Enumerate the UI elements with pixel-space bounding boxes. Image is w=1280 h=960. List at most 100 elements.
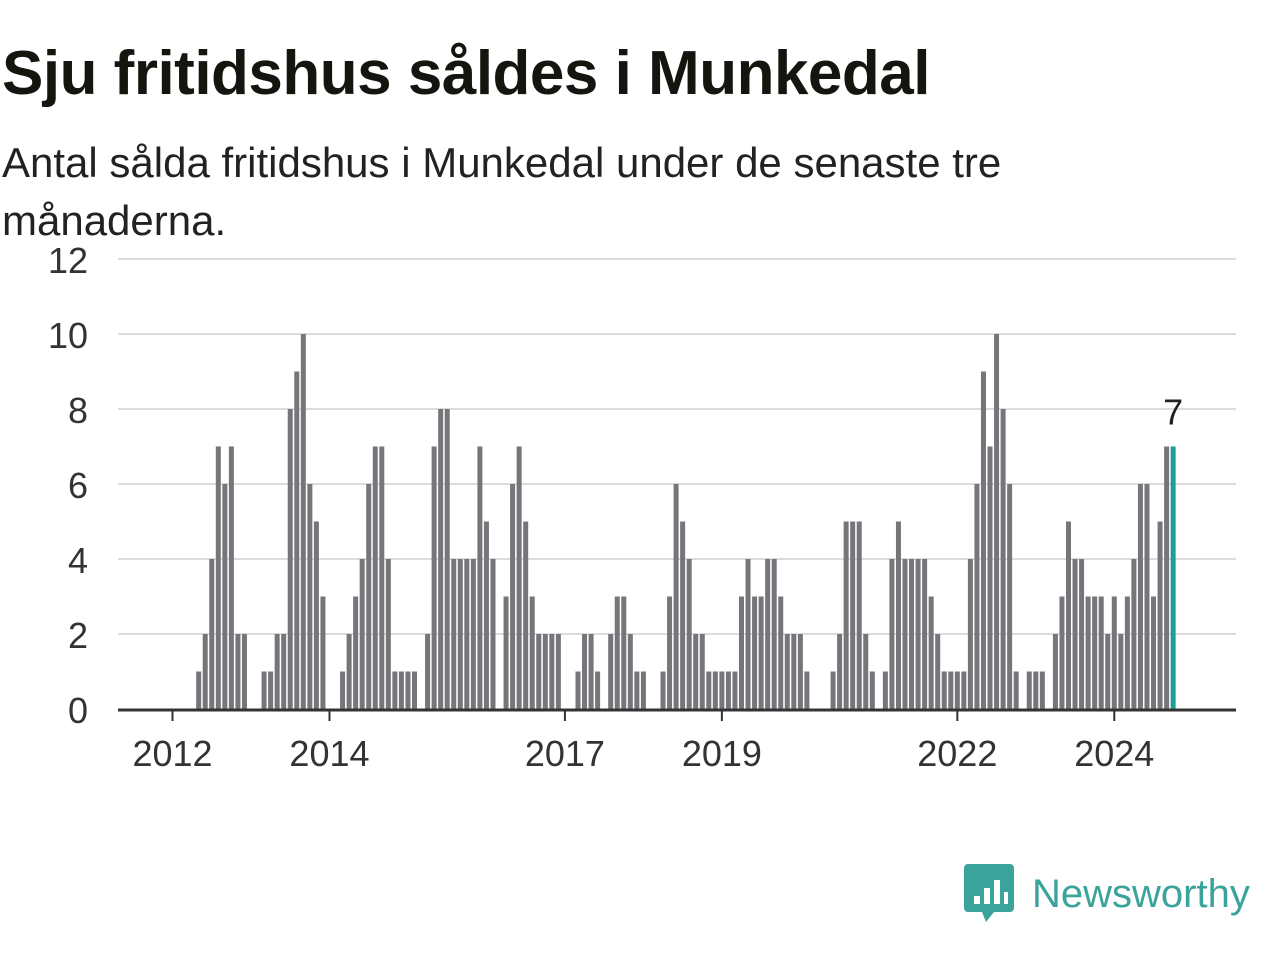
bar [392, 671, 398, 709]
bar [483, 521, 489, 709]
y-tick-label: 2 [68, 615, 88, 656]
bar [621, 596, 627, 709]
bar [902, 559, 908, 709]
bar [346, 634, 352, 709]
bar [1059, 596, 1065, 709]
x-tick-label: 2019 [682, 733, 762, 774]
bar [516, 446, 522, 709]
bar [464, 559, 470, 709]
bar [778, 596, 784, 709]
bar [438, 409, 444, 709]
bar [300, 334, 306, 709]
bar [719, 671, 725, 709]
bar [313, 521, 319, 709]
x-tick-label: 2024 [1074, 733, 1154, 774]
bar [444, 409, 450, 709]
bar [843, 521, 849, 709]
bar [353, 596, 359, 709]
bar [935, 634, 941, 709]
bar-chart-speech-bubble-icon [964, 864, 1014, 922]
bar [595, 671, 601, 709]
bar [1066, 521, 1071, 709]
bar [241, 634, 247, 709]
bar [287, 409, 293, 709]
bar [470, 559, 476, 709]
bar [575, 671, 581, 709]
bar [863, 634, 869, 709]
bar [1039, 671, 1045, 709]
bar [196, 671, 202, 709]
bar [1052, 634, 1058, 709]
bar [372, 446, 378, 709]
bar [268, 671, 274, 709]
bar [1131, 559, 1137, 709]
bar [882, 671, 888, 709]
bar [398, 671, 404, 709]
bar [1098, 596, 1104, 709]
bar [385, 559, 391, 709]
bar [608, 634, 614, 709]
bar [1033, 671, 1039, 709]
bar [1137, 484, 1143, 709]
bar [536, 634, 542, 709]
bar [954, 671, 960, 709]
bar [732, 671, 738, 709]
bar [510, 484, 516, 709]
bar [412, 671, 417, 709]
bar [797, 634, 803, 709]
bar [451, 559, 457, 709]
bar [693, 634, 699, 709]
bar [1157, 521, 1163, 709]
bar [359, 559, 365, 709]
bar [889, 559, 895, 709]
x-tick-label: 2014 [289, 733, 369, 774]
bar [588, 634, 594, 709]
bar [542, 634, 548, 709]
bar [895, 521, 901, 709]
bar [261, 671, 267, 709]
bar [477, 446, 483, 709]
bar [228, 446, 234, 709]
bar [922, 559, 928, 709]
bar [725, 671, 731, 709]
bar [549, 634, 555, 709]
bar [869, 671, 875, 709]
bar [307, 484, 313, 709]
bar [856, 521, 862, 709]
bar [791, 634, 797, 709]
bar [1111, 596, 1117, 709]
bar [680, 521, 686, 709]
bar [523, 521, 529, 709]
bar [1092, 596, 1098, 709]
bar [1124, 596, 1130, 709]
bar [640, 671, 646, 709]
y-axis-ticks: 0 2 4 6 8 10 12 [48, 240, 88, 731]
bar [673, 484, 679, 709]
x-axis-ticks: 2012 2014 2017 2019 2022 2024 [132, 710, 1154, 774]
y-tick-label: 4 [68, 540, 88, 581]
bar [1026, 671, 1032, 709]
bar [1000, 409, 1006, 709]
newsworthy-logo: Newsworthy [964, 864, 1250, 924]
bar [215, 446, 221, 709]
brand-name: Newsworthy [1032, 871, 1250, 916]
bar [994, 334, 1000, 709]
bar [980, 371, 986, 709]
x-tick-label: 2012 [132, 733, 212, 774]
bar [686, 559, 692, 709]
bar [941, 671, 947, 709]
bar [974, 484, 980, 709]
bar [555, 634, 561, 709]
bar [503, 596, 509, 709]
bar [745, 559, 751, 709]
bar [784, 634, 790, 709]
bar [850, 521, 856, 709]
bar [529, 596, 535, 709]
bar [909, 559, 915, 709]
bar [431, 446, 437, 709]
y-tick-label: 10 [48, 315, 88, 356]
bar [405, 671, 411, 709]
y-tick-label: 12 [48, 240, 88, 281]
bar [699, 634, 705, 709]
bar [961, 671, 967, 709]
